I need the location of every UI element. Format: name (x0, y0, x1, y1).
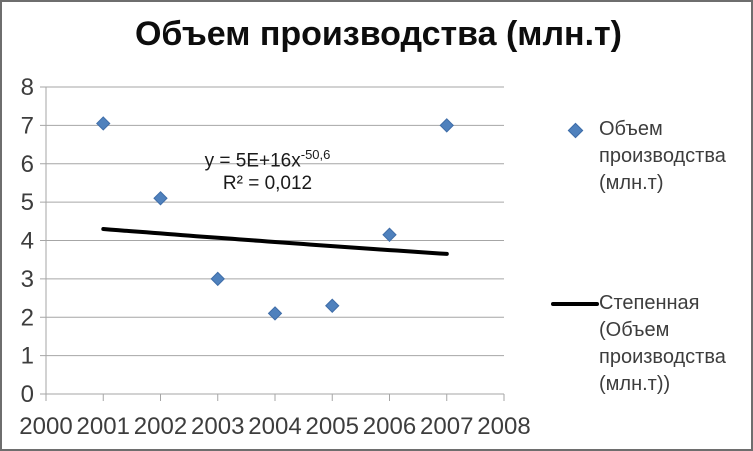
x-axis-label: 2003 (191, 413, 244, 440)
x-axis-label: 2004 (248, 413, 301, 440)
data-point-diamond (210, 271, 225, 287)
data-point-diamond (325, 298, 340, 313)
data-point-diamond (267, 306, 283, 321)
equation-exponent: -50,6 (300, 147, 331, 162)
legend-entry-trendline: Степенная (Объем производства (млн.т)) (551, 290, 737, 398)
x-axis-label: 2008 (477, 413, 530, 440)
data-point-diamond (382, 227, 397, 242)
data-point-diamond (439, 118, 454, 133)
trendline (101, 227, 449, 256)
legend-series-label: Объем производства (млн.т) (599, 118, 726, 194)
chart-title: Объем производства (млн.т) (134, 15, 623, 53)
data-point-diamond (96, 116, 111, 131)
y-axis-label: 1 (21, 343, 34, 370)
y-axis-label: 0 (21, 381, 34, 408)
y-axis-label: 6 (21, 151, 34, 178)
y-axis-label: 3 (21, 266, 34, 293)
x-axis-label: 2006 (363, 413, 416, 440)
r-squared-line: R² = 0,012 (222, 173, 313, 195)
legend-trendline-label: Степенная (Объем производства (млн.т)) (599, 292, 726, 395)
y-axis-label: 5 (21, 189, 34, 216)
x-axis-label: 2001 (77, 413, 130, 440)
y-axis-label: 4 (21, 228, 34, 255)
x-axis-label: 2005 (306, 413, 359, 440)
y-axis-label: 8 (21, 74, 34, 101)
data-point-diamond (153, 191, 168, 206)
legend-entry-series: Объем производства (млн.т) (551, 116, 737, 197)
legend-diamond-icon (567, 122, 583, 139)
x-axis-label: 2007 (420, 413, 473, 440)
equation-line: y = 5E+16x-50,6 (204, 147, 331, 172)
y-axis-label: 2 (21, 304, 34, 331)
x-axis-label: 2000 (19, 413, 72, 440)
y-axis-label: 7 (21, 112, 34, 139)
legend-trendline-icon (551, 302, 599, 306)
trendline-equation: y = 5E+16x-50,6 R² = 0,012 (170, 143, 365, 195)
x-axis-label: 2002 (134, 413, 187, 440)
